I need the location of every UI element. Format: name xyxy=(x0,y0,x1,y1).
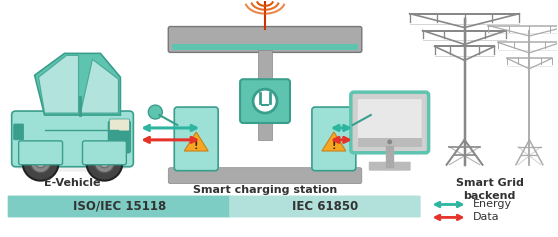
Polygon shape xyxy=(184,132,208,151)
Circle shape xyxy=(253,89,277,113)
Ellipse shape xyxy=(13,162,132,172)
Circle shape xyxy=(36,158,46,168)
FancyBboxPatch shape xyxy=(169,27,362,52)
FancyBboxPatch shape xyxy=(83,141,126,165)
FancyBboxPatch shape xyxy=(169,168,362,184)
Circle shape xyxy=(31,153,51,173)
Bar xyxy=(258,50,272,140)
Text: Data: Data xyxy=(473,212,499,222)
FancyBboxPatch shape xyxy=(109,119,129,131)
FancyBboxPatch shape xyxy=(240,79,290,123)
FancyBboxPatch shape xyxy=(18,141,62,165)
FancyBboxPatch shape xyxy=(108,121,131,153)
Text: Energy: Energy xyxy=(473,200,512,210)
Circle shape xyxy=(368,105,382,119)
FancyBboxPatch shape xyxy=(229,196,421,217)
Text: ISO/IEC 15118: ISO/IEC 15118 xyxy=(73,200,166,213)
Polygon shape xyxy=(80,59,118,113)
Circle shape xyxy=(86,145,122,181)
Polygon shape xyxy=(39,55,79,113)
FancyBboxPatch shape xyxy=(369,162,411,171)
Bar xyxy=(358,138,422,147)
Circle shape xyxy=(148,105,162,119)
FancyBboxPatch shape xyxy=(358,99,422,142)
Text: !: ! xyxy=(194,141,199,151)
Text: Smart Grid
backend: Smart Grid backend xyxy=(455,178,523,201)
FancyBboxPatch shape xyxy=(174,107,218,171)
Circle shape xyxy=(387,139,392,144)
Circle shape xyxy=(99,158,109,168)
Text: E-Vehicle: E-Vehicle xyxy=(44,178,101,188)
Text: Smart charging station: Smart charging station xyxy=(193,185,337,195)
FancyBboxPatch shape xyxy=(8,196,231,217)
Circle shape xyxy=(94,153,114,173)
FancyBboxPatch shape xyxy=(351,92,429,153)
Text: IEC 61850: IEC 61850 xyxy=(292,200,358,213)
FancyBboxPatch shape xyxy=(312,107,356,171)
Text: !: ! xyxy=(331,141,336,151)
Circle shape xyxy=(23,145,59,181)
Polygon shape xyxy=(322,132,346,151)
FancyBboxPatch shape xyxy=(13,124,23,140)
Polygon shape xyxy=(35,53,121,115)
FancyBboxPatch shape xyxy=(12,111,133,167)
Bar xyxy=(172,44,358,50)
